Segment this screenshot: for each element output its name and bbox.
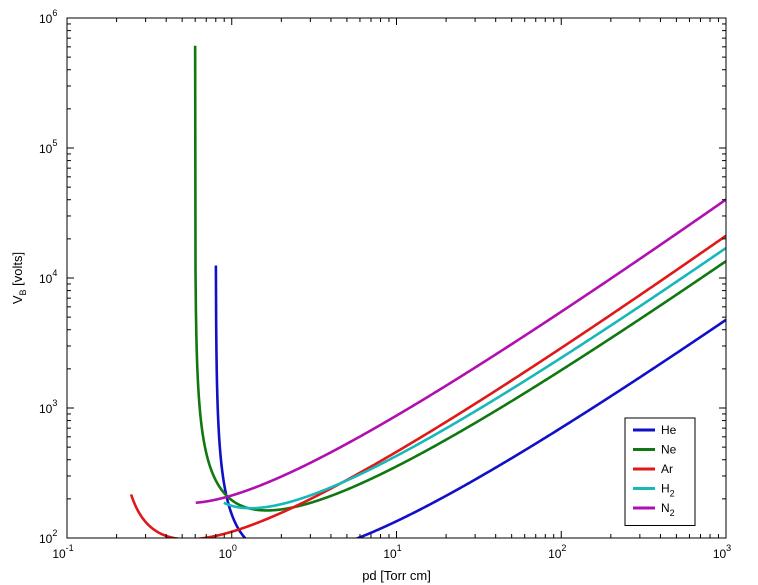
y-axis-label-main: V xyxy=(10,295,25,304)
series-line-h2 xyxy=(222,246,726,510)
x-tick-label: 103 xyxy=(713,543,731,561)
plot-frame xyxy=(66,17,727,539)
x-tick-labels: 10-1 100 101 102 103 xyxy=(52,543,731,561)
series-line-ne xyxy=(193,45,726,512)
y-axis-label-suffix: [volts] xyxy=(10,252,25,290)
x-tick-label: 101 xyxy=(383,543,401,561)
x-tick-label: 102 xyxy=(548,543,566,561)
ticks-layer xyxy=(66,18,726,539)
x-tick-label: 10-1 xyxy=(52,543,73,561)
legend-entry: Ne xyxy=(661,443,677,457)
curves-layer xyxy=(129,45,726,538)
y-tick-label: 106 xyxy=(39,8,57,26)
y-tick-label: 105 xyxy=(39,138,57,156)
y-tick-label: 103 xyxy=(39,398,57,416)
series-line-he xyxy=(214,265,726,538)
legend: He Ne Ar H2 N2 xyxy=(624,417,696,526)
y-tick-label: 104 xyxy=(39,268,57,286)
legend-entry: He xyxy=(661,423,677,437)
x-axis-label: pd [Torr cm] xyxy=(362,568,431,583)
legend-entry: Ar xyxy=(661,462,673,476)
y-tick-labels: 102 103 104 105 106 xyxy=(39,8,57,546)
legend-entry: N2 xyxy=(661,501,675,518)
series-line-ar xyxy=(129,234,726,538)
x-tick-label: 100 xyxy=(219,543,237,561)
legend-entry: H2 xyxy=(661,482,675,499)
y-axis-label: VB [volts] xyxy=(10,252,28,304)
y-axis-label-sub: B xyxy=(18,289,28,295)
series-line-n2 xyxy=(194,198,726,505)
y-tick-label: 102 xyxy=(39,528,57,546)
